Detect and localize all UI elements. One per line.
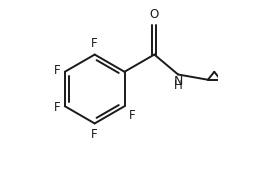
Text: F: F: [91, 37, 98, 50]
Text: F: F: [54, 64, 60, 77]
Text: F: F: [128, 109, 135, 122]
Text: F: F: [91, 128, 98, 141]
Text: N: N: [173, 75, 183, 88]
Text: O: O: [150, 8, 159, 21]
Text: H: H: [174, 79, 183, 92]
Text: F: F: [54, 101, 60, 114]
